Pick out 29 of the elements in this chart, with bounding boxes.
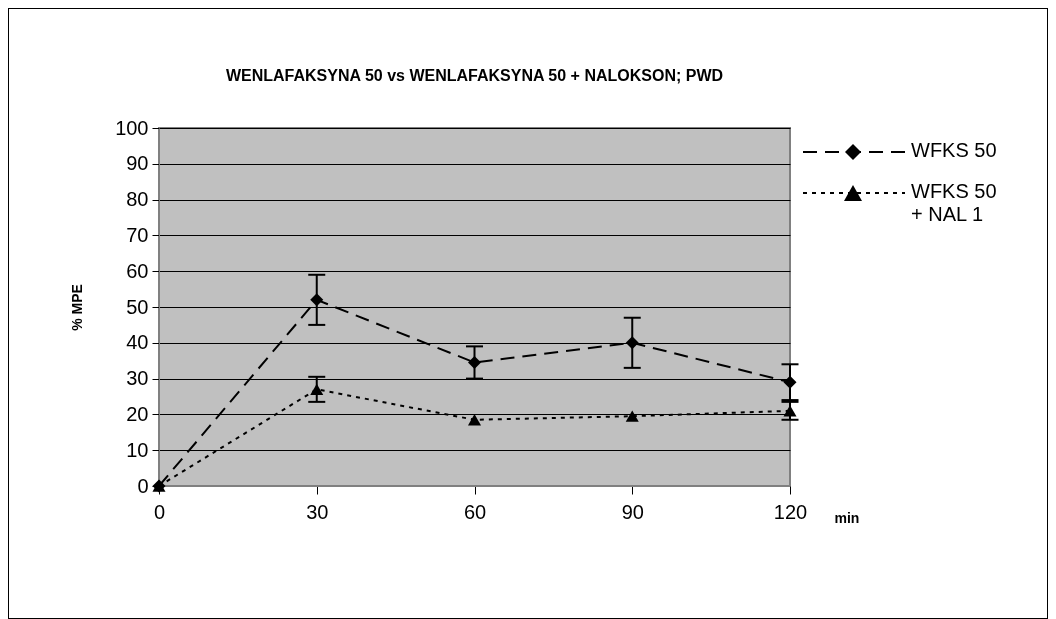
y-tick-label: 50 <box>126 295 149 318</box>
x-tick-label: 0 <box>153 500 166 523</box>
x-tick-label: 90 <box>621 500 644 523</box>
y-tick-label: 20 <box>126 402 149 425</box>
point <box>310 383 324 395</box>
point <box>625 336 639 350</box>
y-tick-label: 40 <box>126 331 149 354</box>
point <box>467 355 482 370</box>
text: WFKS 50 <box>911 139 997 162</box>
point <box>467 414 482 426</box>
x-tick-label: 120 <box>773 500 808 523</box>
point <box>783 405 797 417</box>
y-tick-label: 100 <box>115 116 149 139</box>
x-tick-label: 30 <box>306 500 329 523</box>
y-tick-label: 70 <box>126 223 149 246</box>
text: WFKS 50 + NAL 1 <box>911 180 998 226</box>
point <box>783 375 797 389</box>
y-tick-label: 80 <box>126 188 149 211</box>
y-tick-label: 30 <box>126 367 149 390</box>
y-tick-label: 10 <box>126 438 149 461</box>
y-tick-label: 60 <box>126 259 149 282</box>
x-axis-title: min <box>834 509 860 526</box>
point <box>310 293 324 307</box>
chart-title: WENLAFAKSYNA 50 vs WENLAFAKSYNA 50 + NALOKSON; PWD <box>225 67 724 84</box>
point <box>625 410 639 422</box>
x-tick-label: 60 <box>463 500 487 523</box>
y-tick-label: 90 <box>126 152 149 175</box>
y-tick-label: 0 <box>137 474 149 497</box>
y-axis-title: % MPE <box>69 284 86 331</box>
